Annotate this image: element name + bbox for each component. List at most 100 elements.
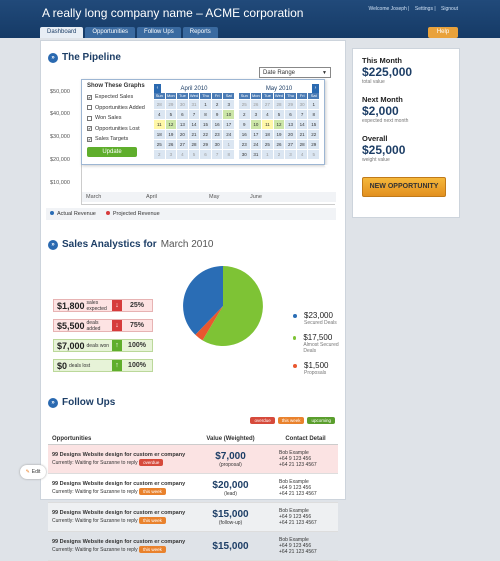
calendar-day[interactable]: 2 xyxy=(273,150,285,159)
calendar-day[interactable]: 9 xyxy=(239,120,250,129)
calendar-day[interactable]: 8 xyxy=(308,110,319,119)
calendar-day[interactable]: 26 xyxy=(165,140,177,149)
calendar-day[interactable]: 4 xyxy=(154,110,165,119)
calendar-day[interactable]: 28 xyxy=(273,100,285,109)
calendar-day[interactable]: 15 xyxy=(308,120,319,129)
calendar-day[interactable]: 29 xyxy=(200,140,211,149)
calendar-day[interactable]: 25 xyxy=(154,140,165,149)
calendar-day[interactable]: 31 xyxy=(188,100,200,109)
calendar-day[interactable]: 19 xyxy=(273,130,285,139)
calendar-day[interactable]: 18 xyxy=(154,130,165,139)
calendar-day[interactable]: 5 xyxy=(165,110,177,119)
calendar-day[interactable]: 28 xyxy=(296,140,308,149)
calendar-day[interactable]: 22 xyxy=(200,130,211,139)
calendar-day[interactable]: 13 xyxy=(177,120,188,129)
calendar-day[interactable]: 3 xyxy=(165,150,177,159)
calendar-day[interactable]: 24 xyxy=(223,130,234,139)
new-opportunity-button[interactable]: NEW OPPORTUNITY xyxy=(362,177,446,197)
welcome-link[interactable]: Welcome Joseph xyxy=(368,6,407,12)
calendar-day[interactable]: 28 xyxy=(154,100,165,109)
chevron-right-icon[interactable]: » xyxy=(48,239,58,250)
calendar-day[interactable]: 18 xyxy=(262,130,273,139)
prev-month-icon[interactable]: ‹ xyxy=(154,84,161,93)
calendar-day[interactable]: 15 xyxy=(200,120,211,129)
calendar-day[interactable]: 19 xyxy=(165,130,177,139)
calendar-day[interactable]: 8 xyxy=(200,110,211,119)
calendar-day[interactable]: 29 xyxy=(285,100,296,109)
calendar-day[interactable]: 16 xyxy=(239,130,250,139)
graph-checkbox[interactable]: Opportunities Added xyxy=(87,103,153,114)
calendar-day[interactable]: 4 xyxy=(296,150,308,159)
calendar-day[interactable]: 1 xyxy=(308,100,319,109)
settings-link[interactable]: Settings xyxy=(414,6,433,12)
chevron-right-icon[interactable]: » xyxy=(48,52,58,63)
calendar-day[interactable]: 8 xyxy=(223,150,234,159)
calendar-day[interactable]: 25 xyxy=(239,100,250,109)
calendar-day[interactable]: 13 xyxy=(285,120,296,129)
calendar-day[interactable]: 6 xyxy=(177,110,188,119)
calendar-day[interactable]: 21 xyxy=(188,130,200,139)
calendar-day[interactable]: 27 xyxy=(262,100,273,109)
table-row[interactable]: 99 Designs Website design for custom er … xyxy=(48,474,338,503)
tab-opportunities[interactable]: Opportunities xyxy=(85,27,136,38)
calendar-day[interactable]: 3 xyxy=(285,150,296,159)
calendar-day[interactable]: 14 xyxy=(296,120,308,129)
calendar-day[interactable]: 25 xyxy=(262,140,273,149)
calendar-day[interactable]: 10 xyxy=(223,110,234,119)
date-range-select[interactable]: Date Range ▼ xyxy=(259,67,331,78)
calendar-day[interactable]: 7 xyxy=(211,150,223,159)
graph-checkbox[interactable]: ✔ Expected Sales xyxy=(87,94,134,101)
calendar-day[interactable]: 12 xyxy=(273,120,285,129)
calendar-day[interactable]: 30 xyxy=(296,100,308,109)
tab-dashboard[interactable]: Dashboard xyxy=(40,27,84,38)
calendar-day[interactable]: 4 xyxy=(177,150,188,159)
calendar-day[interactable]: 21 xyxy=(296,130,308,139)
calendar-day[interactable]: 17 xyxy=(223,120,234,129)
graph-checkbox[interactable]: ✔ Opportunities Lost xyxy=(87,125,140,132)
calendar-day[interactable]: 7 xyxy=(296,110,308,119)
graph-checkbox[interactable]: ✔ Sales Targets xyxy=(87,136,129,143)
calendar-day[interactable]: 26 xyxy=(273,140,285,149)
calendar-day[interactable]: 30 xyxy=(177,100,188,109)
calendar-day[interactable]: 12 xyxy=(165,120,177,129)
calendar-day[interactable]: 6 xyxy=(200,150,211,159)
calendar-day[interactable]: 1 xyxy=(200,100,211,109)
graph-checkbox[interactable]: Won Sales xyxy=(87,113,153,124)
signout-link[interactable]: Signout xyxy=(441,6,458,12)
calendar-day[interactable]: 20 xyxy=(177,130,188,139)
edit-button[interactable]: ✎ Edit xyxy=(20,465,46,479)
calendar-day[interactable]: 22 xyxy=(308,130,319,139)
tab-follow-ups[interactable]: Follow Ups xyxy=(137,27,181,38)
calendar-day[interactable]: 23 xyxy=(211,130,223,139)
calendar-day[interactable]: 3 xyxy=(223,100,234,109)
calendar-day[interactable]: 30 xyxy=(239,150,250,159)
calendar-day[interactable]: 7 xyxy=(188,110,200,119)
calendar-day[interactable]: 17 xyxy=(250,130,262,139)
next-month-icon[interactable]: › xyxy=(312,84,319,93)
calendar-day[interactable]: 20 xyxy=(285,130,296,139)
calendar-day[interactable]: 28 xyxy=(188,140,200,149)
table-row[interactable]: 99 Designs Website design for custom er … xyxy=(48,532,338,561)
calendar-day[interactable]: 9 xyxy=(211,110,223,119)
calendar-day[interactable]: 5 xyxy=(188,150,200,159)
calendar-day[interactable]: 11 xyxy=(154,120,165,129)
calendar-day[interactable]: 14 xyxy=(188,120,200,129)
calendar-day[interactable]: 2 xyxy=(211,100,223,109)
calendar-day[interactable]: 1 xyxy=(262,150,273,159)
chevron-right-icon[interactable]: » xyxy=(48,397,58,408)
calendar-day[interactable]: 5 xyxy=(273,110,285,119)
calendar-day[interactable]: 6 xyxy=(285,110,296,119)
help-button[interactable]: Help xyxy=(428,27,458,38)
calendar-day[interactable]: 11 xyxy=(262,120,273,129)
calendar-day[interactable]: 1 xyxy=(223,140,234,149)
calendar-day[interactable]: 10 xyxy=(250,120,262,129)
calendar-day[interactable]: 24 xyxy=(250,140,262,149)
tab-reports[interactable]: Reports xyxy=(182,27,218,38)
calendar-day[interactable]: 30 xyxy=(211,140,223,149)
update-button[interactable]: Update xyxy=(87,146,137,157)
calendar-day[interactable]: 2 xyxy=(239,110,250,119)
calendar-day[interactable]: 16 xyxy=(211,120,223,129)
calendar-day[interactable]: 29 xyxy=(308,140,319,149)
calendar-day[interactable]: 29 xyxy=(165,100,177,109)
calendar-day[interactable]: 26 xyxy=(250,100,262,109)
